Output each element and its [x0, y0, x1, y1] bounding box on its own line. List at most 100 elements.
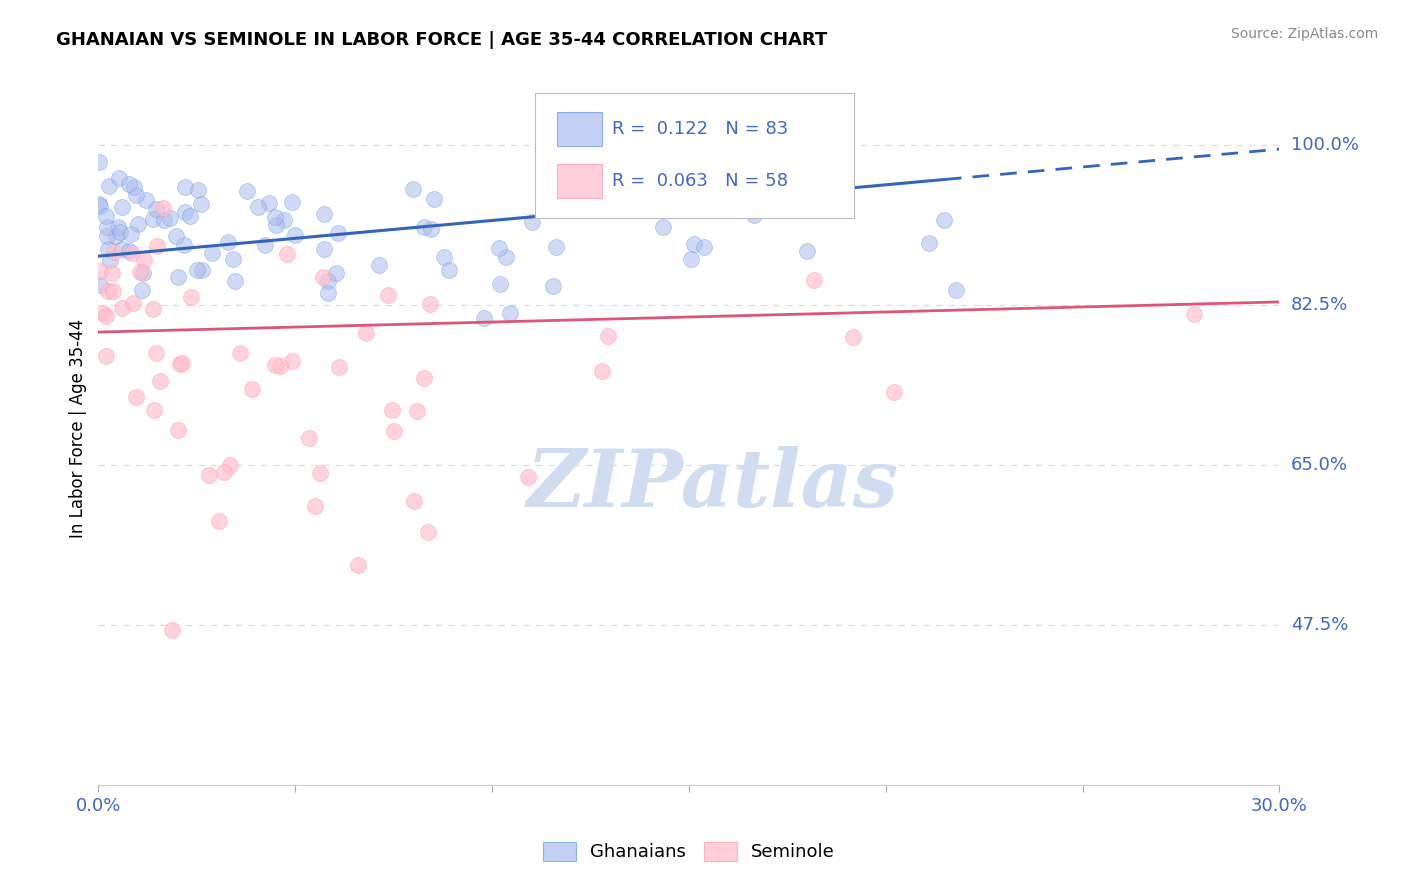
- Text: GHANAIAN VS SEMINOLE IN LABOR FORCE | AGE 35-44 CORRELATION CHART: GHANAIAN VS SEMINOLE IN LABOR FORCE | AG…: [56, 31, 828, 49]
- Point: [472, 311, 495, 326]
- Point: [419, 221, 441, 235]
- Point: [145, 202, 167, 216]
- Text: 65.0%: 65.0%: [1291, 456, 1347, 474]
- Text: R =  0.122   N = 83: R = 0.122 N = 83: [612, 120, 789, 138]
- Point: [190, 196, 212, 211]
- Point: [347, 558, 370, 572]
- Point: [128, 265, 150, 279]
- Point: [153, 213, 176, 227]
- Point: [169, 357, 191, 371]
- Point: [197, 467, 219, 482]
- Point: [679, 252, 702, 266]
- Point: [488, 241, 510, 255]
- Point: [489, 277, 512, 292]
- Point: [312, 207, 335, 221]
- Point: [165, 229, 187, 244]
- Point: [652, 219, 675, 234]
- Point: [122, 295, 145, 310]
- Point: [263, 210, 285, 224]
- Point: [377, 288, 399, 302]
- Point: [117, 177, 139, 191]
- Point: [107, 220, 129, 235]
- Point: [598, 329, 620, 343]
- Text: 47.5%: 47.5%: [1291, 615, 1348, 634]
- Point: [254, 237, 277, 252]
- Point: [132, 266, 155, 280]
- Point: [173, 237, 195, 252]
- Point: [693, 240, 716, 254]
- Point: [404, 493, 426, 508]
- Point: [135, 194, 157, 208]
- Point: [222, 252, 245, 266]
- Text: R =  0.063   N = 58: R = 0.063 N = 58: [612, 172, 789, 190]
- Point: [298, 431, 321, 445]
- Text: 82.5%: 82.5%: [1291, 295, 1348, 314]
- Text: Source: ZipAtlas.com: Source: ZipAtlas.com: [1230, 27, 1378, 41]
- Point: [883, 385, 905, 400]
- Y-axis label: In Labor Force | Age 35-44: In Labor Force | Age 35-44: [69, 318, 87, 538]
- Point: [796, 244, 818, 258]
- Point: [148, 374, 170, 388]
- Point: [142, 211, 165, 226]
- Point: [125, 390, 148, 404]
- Point: [152, 201, 174, 215]
- Point: [145, 346, 167, 360]
- Point: [105, 229, 128, 244]
- Point: [567, 192, 589, 206]
- Point: [121, 246, 143, 260]
- Point: [406, 403, 429, 417]
- Point: [172, 356, 194, 370]
- Point: [127, 218, 149, 232]
- Point: [160, 624, 183, 638]
- Point: [354, 326, 377, 340]
- Point: [418, 524, 440, 539]
- Point: [103, 245, 125, 260]
- Bar: [557, 164, 602, 198]
- Point: [328, 227, 350, 241]
- Point: [94, 349, 117, 363]
- Point: [257, 195, 280, 210]
- Point: [842, 329, 865, 343]
- Point: [742, 208, 765, 222]
- Point: [273, 213, 295, 227]
- Point: [111, 242, 134, 256]
- Point: [97, 284, 120, 298]
- Point: [246, 200, 269, 214]
- Point: [433, 250, 456, 264]
- Point: [264, 218, 287, 232]
- Point: [312, 269, 335, 284]
- Point: [683, 236, 706, 251]
- Point: [316, 285, 339, 300]
- Point: [304, 499, 326, 513]
- Point: [125, 188, 148, 202]
- Point: [200, 246, 222, 260]
- Point: [180, 290, 202, 304]
- Point: [173, 205, 195, 219]
- Point: [945, 283, 967, 297]
- Point: [118, 244, 141, 258]
- Point: [87, 154, 110, 169]
- Point: [101, 266, 124, 280]
- Point: [544, 240, 567, 254]
- Point: [93, 306, 115, 320]
- Point: [316, 274, 339, 288]
- Point: [269, 359, 291, 374]
- Point: [381, 402, 404, 417]
- Point: [218, 458, 240, 473]
- Point: [98, 252, 121, 267]
- Point: [264, 358, 287, 372]
- Point: [368, 259, 391, 273]
- Point: [132, 253, 155, 268]
- Point: [107, 171, 129, 186]
- Point: [146, 239, 169, 253]
- Point: [131, 283, 153, 297]
- Point: [439, 262, 461, 277]
- Point: [495, 250, 517, 264]
- Point: [120, 227, 142, 242]
- Point: [240, 382, 263, 396]
- Point: [89, 197, 111, 211]
- Point: [110, 225, 132, 239]
- Point: [328, 360, 350, 375]
- Point: [783, 169, 806, 184]
- Point: [522, 215, 544, 229]
